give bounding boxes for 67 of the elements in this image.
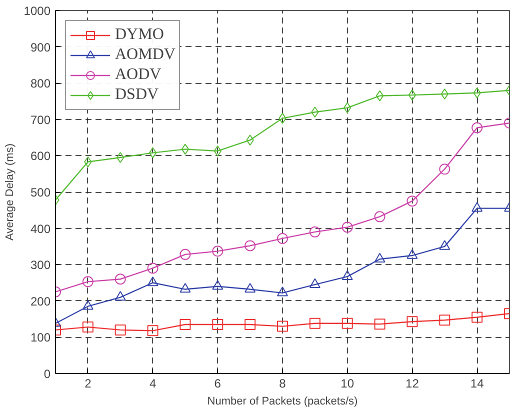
- point: [114, 274, 126, 285]
- point: [244, 318, 256, 330]
- point: [342, 318, 353, 329]
- point: [472, 122, 483, 134]
- point: [147, 276, 158, 286]
- point: [376, 90, 384, 102]
- point: [439, 164, 450, 175]
- point: [342, 222, 353, 233]
- point: [277, 286, 288, 296]
- point: [82, 300, 94, 310]
- x-tick-label: 10: [340, 376, 354, 390]
- legend-label: DSDV: [115, 86, 159, 104]
- point: [472, 312, 483, 323]
- point: [82, 276, 94, 288]
- legend-label: DYMO: [115, 26, 164, 44]
- y-tick-label: 0: [44, 367, 51, 381]
- point: [114, 324, 126, 336]
- point: [374, 318, 386, 330]
- point: [244, 240, 256, 252]
- x-tick-label: 4: [149, 376, 156, 390]
- point: [277, 232, 288, 244]
- point: [408, 90, 416, 101]
- y-tick-label: 200: [30, 294, 51, 308]
- point: [147, 325, 158, 336]
- x-tick-label: 2: [84, 376, 92, 390]
- x-axis-title: Number of Packets (packets/s): [207, 396, 358, 408]
- point: [180, 283, 191, 293]
- point: [374, 211, 386, 222]
- point: [114, 290, 126, 301]
- point: [277, 320, 288, 332]
- y-tick-label: 400: [30, 222, 51, 236]
- point: [374, 252, 386, 263]
- y-tick-label: 500: [30, 186, 51, 200]
- point: [148, 147, 157, 158]
- point: [82, 322, 94, 333]
- point: [244, 283, 256, 293]
- legend-label: AOMDV: [115, 46, 176, 64]
- y-tick-label: 600: [30, 149, 51, 164]
- point: [180, 248, 191, 260]
- point: [406, 249, 418, 259]
- y-tick-label: 100: [30, 330, 51, 345]
- y-tick-label: 700: [30, 112, 51, 127]
- point: [309, 226, 320, 238]
- point: [212, 280, 224, 290]
- x-tick-label: 12: [406, 376, 420, 390]
- point: [439, 314, 450, 326]
- y-tick-label: 900: [30, 40, 51, 54]
- point: [472, 202, 483, 212]
- point: [406, 316, 418, 328]
- point: [342, 270, 353, 280]
- x-tick-label: 8: [279, 376, 286, 390]
- point: [212, 246, 224, 257]
- y-tick-label: 800: [30, 76, 51, 91]
- legend-label: AODV: [115, 66, 162, 84]
- y-axis-title: Average Delay (ms): [4, 144, 16, 240]
- y-tick-label: 1000: [24, 4, 51, 18]
- point: [309, 278, 320, 288]
- point: [147, 262, 158, 274]
- point: [406, 196, 418, 207]
- point: [309, 318, 320, 329]
- x-tick-label: 14: [470, 376, 484, 390]
- point: [212, 318, 224, 330]
- point: [439, 240, 450, 250]
- x-tick-label: 6: [214, 376, 222, 390]
- y-tick-label: 300: [30, 258, 51, 272]
- point: [180, 318, 191, 330]
- point: [181, 144, 190, 155]
